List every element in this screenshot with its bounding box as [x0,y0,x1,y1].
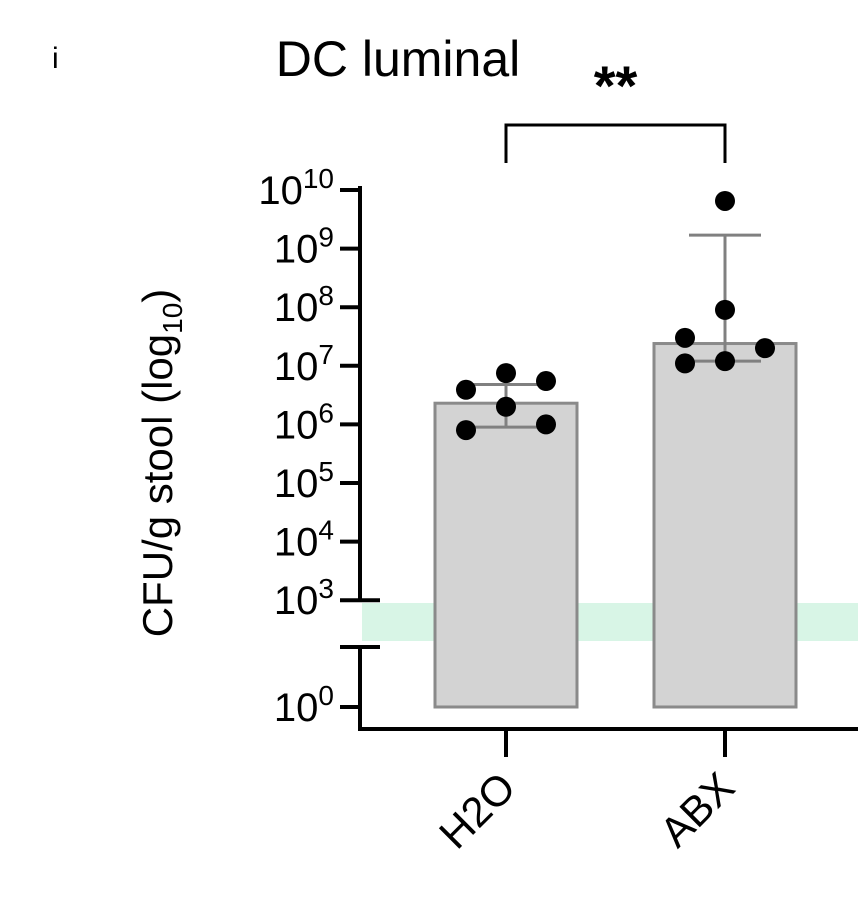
data-point [675,327,695,348]
data-point [715,299,735,320]
significance-label: ** [594,54,638,117]
y-tick-label: 1010 [258,163,334,213]
y-tick-label: 108 [274,280,334,330]
significance-bracket [504,123,727,163]
bar-h2o [433,401,579,709]
y-axis-label: CFU/g stool (log10) [134,289,188,638]
y-tick-label: 109 [274,222,334,272]
x-tick-label-h2o: H2O [430,763,524,857]
y-axis-label-close: ) [134,289,181,303]
y-tick-label: 103 [274,573,334,623]
data-point [496,396,516,417]
chart-title: DC luminal [276,31,521,87]
data-point [675,353,695,374]
bar-abx [652,342,798,709]
data-point [715,351,735,372]
y-tick-label: 106 [274,397,334,447]
data-point [456,379,476,400]
y-tick-label: 100 [274,680,334,730]
y-tick-label: 105 [274,456,334,506]
data-point [456,420,476,441]
y-tick-label: 104 [274,515,334,565]
y-tick-label: 107 [274,339,334,389]
x-tick-label-abx: ABX [651,763,744,856]
data-point [536,371,556,392]
data-point [496,363,516,384]
data-point [715,190,735,211]
y-axis-label-main: CFU/g stool (log [134,334,181,637]
data-point [536,414,556,435]
data-point [755,338,775,359]
panel-letter: i [52,42,59,75]
y-axis-label-subscript: 10 [157,303,188,334]
